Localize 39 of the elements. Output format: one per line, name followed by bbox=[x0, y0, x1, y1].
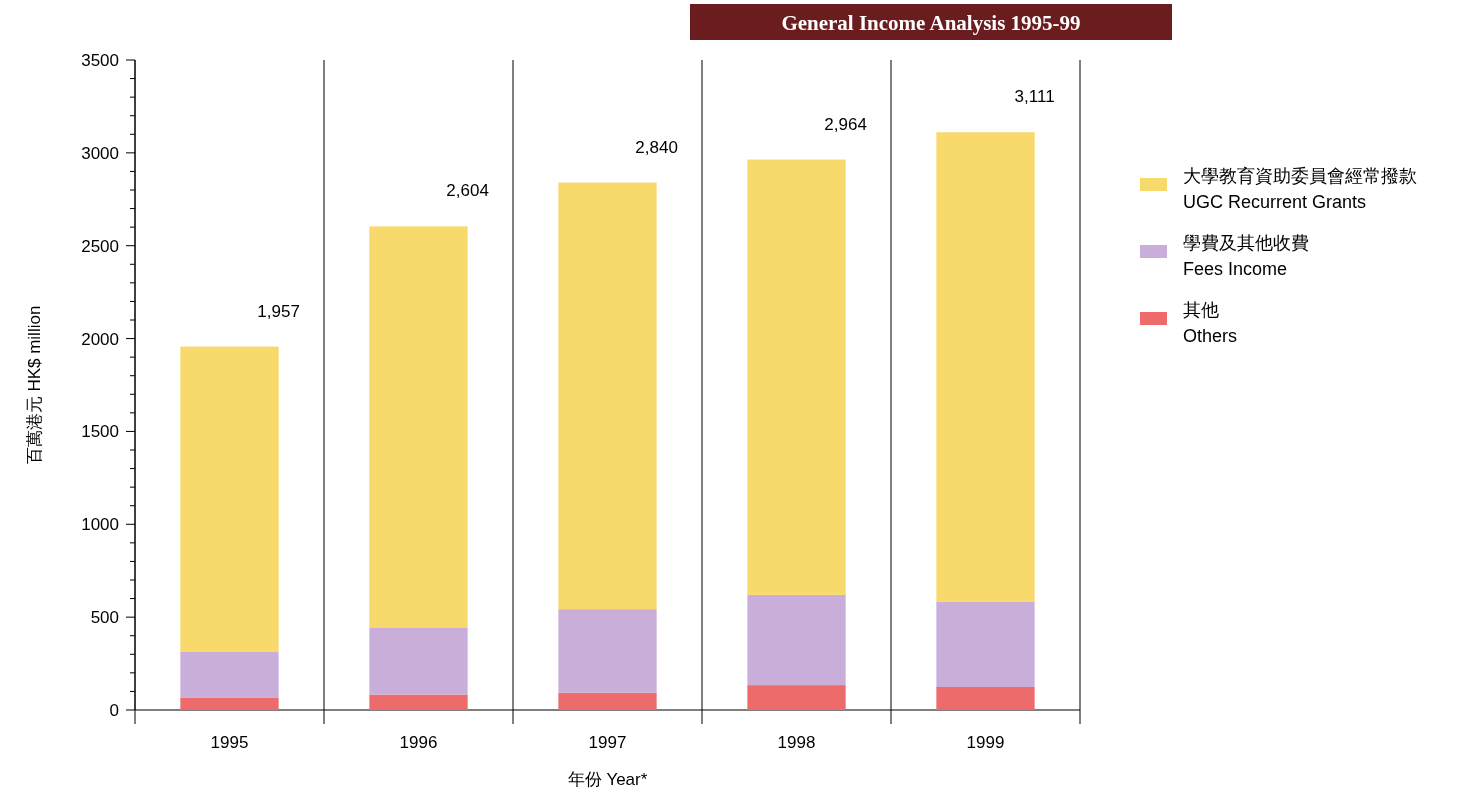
bar bbox=[747, 159, 846, 595]
bar bbox=[558, 692, 657, 710]
x-tick-label: 1995 bbox=[210, 733, 249, 752]
y-tick-label: 3500 bbox=[81, 51, 119, 70]
bar bbox=[369, 694, 468, 710]
y-tick-label: 1000 bbox=[81, 515, 119, 535]
y-tick-label: 0 bbox=[109, 701, 119, 720]
y-tick-label: 3000 bbox=[81, 143, 119, 163]
legend-label: 學費及其他收費 Fees Income bbox=[1183, 233, 1309, 279]
y-tick-label: 500 bbox=[90, 608, 119, 628]
x-tick-label: 1998 bbox=[777, 733, 816, 752]
bar bbox=[369, 226, 468, 628]
y-tick-label: 1500 bbox=[81, 422, 119, 442]
y-tick-label: 2000 bbox=[81, 329, 119, 349]
x-tick-label: 1997 bbox=[588, 733, 627, 752]
legend-label: 其他 Others bbox=[1183, 300, 1238, 346]
bar bbox=[180, 651, 279, 698]
bar bbox=[747, 685, 846, 710]
chart-title: General Income Analysis 1995-99 bbox=[781, 11, 1081, 35]
bar bbox=[558, 182, 657, 610]
bar bbox=[180, 697, 279, 710]
bar bbox=[180, 346, 279, 652]
bar bbox=[369, 627, 468, 695]
bar bbox=[747, 594, 846, 686]
y-axis-title: 百萬港元 HK$ million bbox=[25, 305, 44, 465]
bar bbox=[936, 686, 1035, 710]
x-tick-label: 1999 bbox=[966, 733, 1005, 752]
x-tick-label: 1996 bbox=[399, 733, 438, 752]
total-label: 3,111 bbox=[1014, 87, 1055, 107]
bar bbox=[558, 609, 657, 693]
bar bbox=[936, 132, 1035, 602]
legend-label: 大學教育資助委員會經常撥款 UGC Recurrent Grants bbox=[1183, 166, 1417, 212]
total-label: 2,964 bbox=[824, 114, 867, 134]
bar bbox=[936, 601, 1035, 687]
total-label: 1,957 bbox=[257, 301, 300, 321]
total-label: 2,840 bbox=[635, 137, 678, 157]
x-axis-title: 年份 Year* bbox=[567, 770, 648, 789]
y-tick-label: 2500 bbox=[81, 236, 119, 256]
total-label: 2,604 bbox=[446, 181, 489, 201]
